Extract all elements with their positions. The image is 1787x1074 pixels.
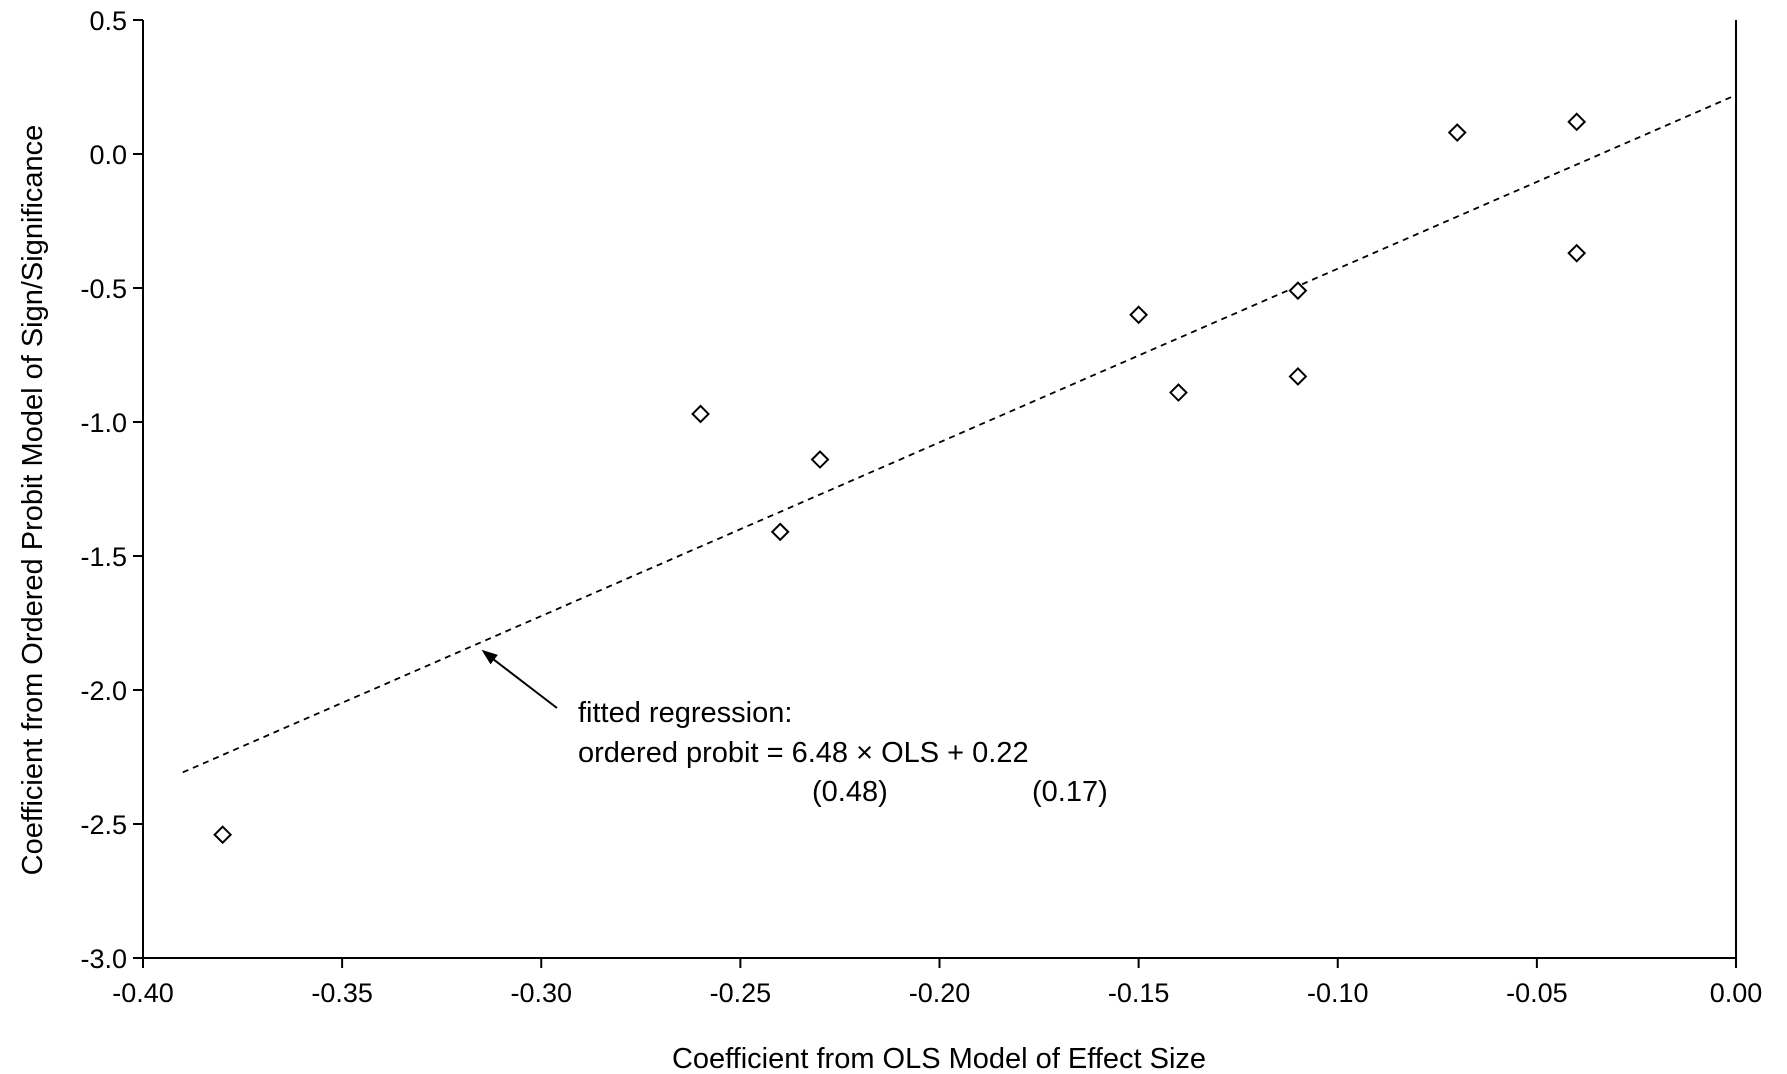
x-tick-label: -0.15 xyxy=(1108,978,1170,1008)
x-tick-label: -0.05 xyxy=(1506,978,1568,1008)
fitted-regression-line xyxy=(182,94,1737,774)
data-point xyxy=(1169,383,1188,402)
y-tick-label: -0.5 xyxy=(80,274,127,304)
x-tick-label: -0.35 xyxy=(311,978,373,1008)
y-tick-label: -1.5 xyxy=(80,542,127,572)
y-tick-label: -1.0 xyxy=(80,408,127,438)
y-tick-label: 0.5 xyxy=(89,6,127,36)
annotation-se-slope: (0.48) xyxy=(812,776,888,808)
x-tick-label: -0.10 xyxy=(1307,978,1369,1008)
annotation-line1: fitted regression: xyxy=(578,697,792,729)
data-point xyxy=(691,404,710,424)
annotation-arrow xyxy=(481,649,558,709)
annotation: fitted regression: ordered probit = 6.48… xyxy=(481,649,1108,808)
data-point xyxy=(1288,281,1308,301)
y-tick-label: -3.0 xyxy=(80,944,127,974)
data-point xyxy=(810,450,830,469)
data-point xyxy=(1567,243,1587,263)
data-point xyxy=(1567,112,1587,132)
data-point xyxy=(1129,305,1149,325)
x-tick-label: -0.20 xyxy=(909,978,971,1008)
data-point xyxy=(1447,123,1467,142)
data-point xyxy=(770,522,790,542)
y-tick-label: 0.0 xyxy=(89,140,127,170)
annotation-se-intercept: (0.17) xyxy=(1032,776,1108,808)
fit-line-layer xyxy=(182,94,1737,774)
annotation-line2: ordered probit = 6.48 × OLS + 0.22 xyxy=(578,737,1029,769)
y-tick-label: -2.5 xyxy=(80,810,127,840)
x-axis-title: Coefficient from OLS Model of Effect Siz… xyxy=(672,1043,1206,1074)
y-axis-title: Coefficient from Ordered Probit Model of… xyxy=(17,125,49,876)
x-tick-label: -0.30 xyxy=(510,978,572,1008)
data-point xyxy=(213,825,233,845)
points-layer xyxy=(213,112,1587,845)
axes: -0.40 -0.35 -0.30 -0.25 -0.20 -0.15 -0.10 -0.05… xyxy=(80,6,1762,1008)
x-tick-label: -0.40 xyxy=(112,978,174,1008)
x-tick-label: 0.00 xyxy=(1710,978,1763,1008)
y-tick-label: -2.0 xyxy=(80,676,127,706)
data-point xyxy=(1288,367,1308,386)
x-tick-label: -0.25 xyxy=(710,978,772,1008)
